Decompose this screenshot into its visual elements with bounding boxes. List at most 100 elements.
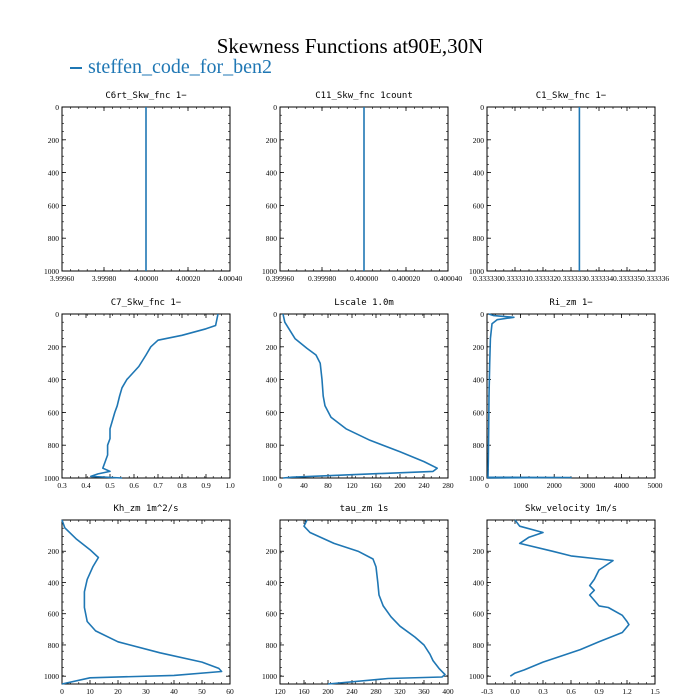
y-tick-label: 800 bbox=[473, 441, 485, 450]
series-line bbox=[90, 313, 219, 479]
y-tick-label: 1000 bbox=[44, 474, 59, 483]
x-tick-label: 20 bbox=[114, 687, 122, 696]
panel-3: C1_Skw_fnc 1−0.333330 0.333331 0.333332 0.3… bbox=[469, 91, 669, 283]
y-tick-label: 1000 bbox=[44, 267, 59, 276]
y-tick-label: 800 bbox=[48, 441, 60, 450]
panel-8: tau_zm 1s 120 160 200 240 280 320 360 400 200 400 6… bbox=[262, 504, 454, 696]
x-tick-label: 0 bbox=[60, 687, 64, 696]
x-tick-label: 0 bbox=[278, 481, 282, 490]
plot-frame bbox=[61, 519, 231, 685]
x-tick-label: 3.99980 bbox=[92, 274, 117, 283]
y-tick-label: 0 bbox=[273, 103, 277, 112]
plot-frame bbox=[279, 519, 449, 685]
y-tick-label: 1000 bbox=[469, 672, 484, 681]
x-tick-label: 4.00020 bbox=[176, 274, 201, 283]
y-tick-label: 600 bbox=[266, 610, 278, 619]
y-tick-label: 600 bbox=[48, 201, 60, 210]
x-tick-label: 30 bbox=[142, 687, 150, 696]
x-tick-label: 320 bbox=[394, 687, 406, 696]
series-line bbox=[509, 519, 630, 677]
y-tick-label: 400 bbox=[473, 376, 485, 385]
panel-2: C11_Skw_fnc 1count 0.399960 0.399980 0.4000… bbox=[262, 91, 462, 283]
y-tick-label: 400 bbox=[48, 578, 60, 587]
x-tick-label: 0.5 bbox=[105, 481, 115, 490]
x-tick-label: 0.0 bbox=[510, 687, 520, 696]
y-tick-label: 1000 bbox=[469, 474, 484, 483]
y-tick-label: 400 bbox=[266, 376, 278, 385]
x-tick-label: 0.4 bbox=[81, 481, 91, 490]
panel-title: C6rt_Skw_fnc 1− bbox=[105, 91, 187, 101]
y-tick-label: 200 bbox=[473, 547, 485, 556]
x-tick-label: 280 bbox=[370, 687, 382, 696]
y-tick-label: 400 bbox=[266, 169, 278, 178]
panel-title: Ri_zm 1− bbox=[549, 298, 593, 308]
y-tick-label: 1000 bbox=[44, 672, 59, 681]
x-tick-label: 50 bbox=[198, 687, 206, 696]
x-tick-label: 0.333334 bbox=[585, 274, 613, 283]
y-tick-label: 1000 bbox=[262, 267, 277, 276]
x-tick-label: 4000 bbox=[614, 481, 629, 490]
y-tick-label: 0 bbox=[480, 310, 484, 319]
y-tick-label: 200 bbox=[266, 547, 278, 556]
x-tick-label: 120 bbox=[346, 481, 358, 490]
x-tick-label: 0.6 bbox=[129, 481, 139, 490]
x-tick-label: 0.333335 bbox=[613, 274, 641, 283]
x-tick-label: 3000 bbox=[580, 481, 595, 490]
x-tick-label: 0.333336 bbox=[641, 274, 669, 283]
x-tick-label: 0.400040 bbox=[434, 274, 462, 283]
plot-frame bbox=[486, 313, 656, 479]
plot-frame bbox=[61, 313, 231, 479]
panel-4: C7_Skw_fnc 1− 0.3 0.4 0.5 0.6 0.7 0.8 0.9 1.0 0 20… bbox=[44, 298, 235, 490]
panel-6: Ri_zm 1−0 1000 2000 3000 4000 500002004006008… bbox=[469, 298, 663, 490]
panel-title: C1_Skw_fnc 1− bbox=[536, 91, 607, 101]
x-tick-label: 40 bbox=[170, 687, 178, 696]
x-tick-label: 0.3 bbox=[538, 687, 548, 696]
y-tick-label: 400 bbox=[48, 169, 60, 178]
y-tick-label: 800 bbox=[48, 234, 60, 243]
y-tick-label: 400 bbox=[473, 578, 485, 587]
x-tick-label: 4.00040 bbox=[218, 274, 243, 283]
panel-title: C7_Skw_fnc 1− bbox=[111, 298, 182, 308]
y-tick-label: 600 bbox=[473, 610, 485, 619]
x-tick-label: 120 bbox=[274, 687, 286, 696]
x-tick-label: 80 bbox=[324, 481, 332, 490]
y-tick-label: 400 bbox=[48, 376, 60, 385]
x-tick-label: 1.2 bbox=[622, 687, 632, 696]
x-tick-label: 0.400000 bbox=[350, 274, 378, 283]
x-tick-label: 0.8 bbox=[177, 481, 187, 490]
x-tick-label: 0.7 bbox=[153, 481, 163, 490]
x-tick-label: 360 bbox=[418, 687, 430, 696]
panel-title: Lscale 1.0m bbox=[334, 298, 394, 308]
x-tick-label: 200 bbox=[322, 687, 334, 696]
legend-line-swatch bbox=[70, 67, 82, 70]
series-line bbox=[61, 519, 223, 685]
y-tick-label: 400 bbox=[266, 578, 278, 587]
y-tick-label: 800 bbox=[266, 234, 278, 243]
x-tick-label: 240 bbox=[418, 481, 430, 490]
panel-title: C11_Skw_fnc 1count bbox=[315, 91, 413, 101]
x-tick-label: -0.3 bbox=[481, 687, 493, 696]
y-tick-label: 400 bbox=[473, 169, 485, 178]
x-tick-label: 0 bbox=[485, 481, 489, 490]
y-tick-label: 600 bbox=[266, 201, 278, 210]
x-tick-label: 160 bbox=[370, 481, 382, 490]
x-tick-label: 0.399980 bbox=[308, 274, 336, 283]
x-tick-label: 5000 bbox=[648, 481, 663, 490]
x-tick-label: 40 bbox=[300, 481, 308, 490]
y-tick-label: 200 bbox=[266, 343, 278, 352]
x-tick-label: 0.333330 bbox=[473, 274, 501, 283]
panel-1: C6rt_Skw_fnc 1− 3.99960 3.99980 4.00000 4.00… bbox=[44, 91, 242, 283]
y-tick-label: 600 bbox=[48, 408, 60, 417]
y-tick-label: 0 bbox=[55, 103, 59, 112]
panel-9: Skw_velocity 1m/s -0.3 0.0 0.3 0.6 0.9 1.2 1.5 2… bbox=[469, 504, 660, 696]
x-tick-label: 0.333331 bbox=[501, 274, 529, 283]
x-tick-label: 3.99960 bbox=[50, 274, 75, 283]
series-line bbox=[282, 313, 439, 479]
x-tick-label: 240 bbox=[346, 687, 358, 696]
y-tick-label: 0 bbox=[480, 103, 484, 112]
x-tick-label: 0.400020 bbox=[392, 274, 420, 283]
y-tick-label: 1000 bbox=[469, 267, 484, 276]
y-tick-label: 1000 bbox=[262, 474, 277, 483]
panel-5: Lscale 1.0m 0 40 80 120 160 200 240 280 0 200 400 60… bbox=[262, 298, 454, 490]
